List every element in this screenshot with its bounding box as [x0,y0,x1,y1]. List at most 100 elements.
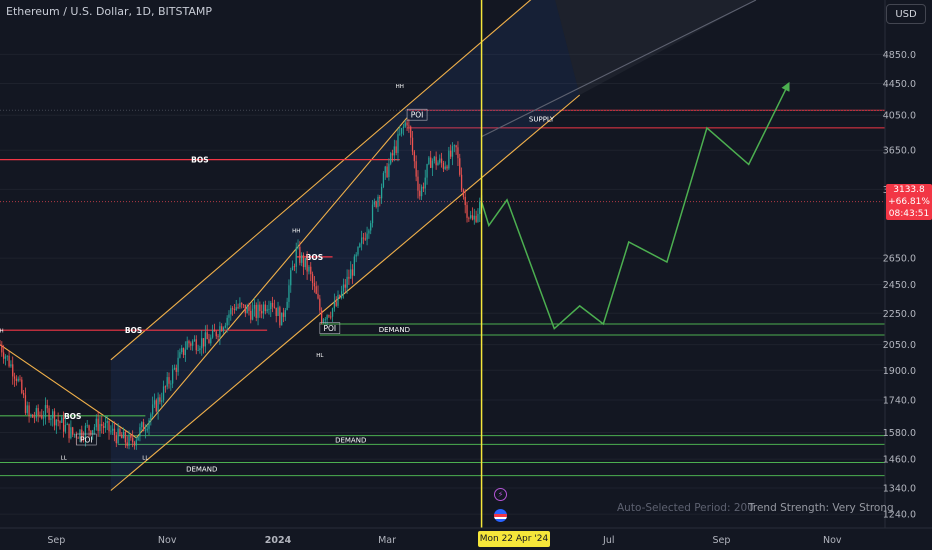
structure-label: POI [324,324,337,333]
candle-body [213,329,216,332]
channel-outer-line [481,0,757,138]
candle-body [293,266,296,268]
candle-body [464,196,466,206]
candle-body [66,423,68,425]
candle-body [373,201,375,205]
candle-body [159,397,161,402]
candle-body [150,414,152,421]
candle-body [360,237,363,244]
candle-body [172,369,174,384]
candle-body [70,427,72,439]
price-tick-label: 1740.0 [883,395,916,406]
candle-body [259,304,261,312]
structure-label: LL [61,455,68,461]
candle-body [55,419,57,426]
candle-body [208,339,210,344]
period-note: Auto-Selected Period: 200 [617,502,754,514]
candle-body [157,397,159,412]
candle-body [475,215,477,222]
channel-inner-trendline-line [135,117,408,439]
crosshair-date-label: Mon 22 Apr '24 [478,531,550,547]
candle-body [313,282,316,287]
candle-body [299,246,301,263]
candle-body [32,414,34,418]
currency-button[interactable]: USD [886,4,926,24]
candle-body [350,269,352,279]
candle-body [195,339,197,351]
candle-body [168,377,170,384]
candle-body [333,301,336,309]
candle-body [121,434,123,439]
candle-body [0,344,1,346]
trend-note: Trend Strength: Very Strong [748,502,894,514]
price-tick-label: 3650.0 [883,146,916,157]
chart-title: Ethereum / U.S. Dollar, 1D, BITSTAMP [6,5,212,18]
channel-extension-fill [555,0,756,95]
candle-body [211,329,214,338]
candle-body [231,308,234,310]
candle-body [331,308,334,317]
candle-body [366,233,368,240]
candle-body [250,310,252,320]
candle-body [228,314,230,318]
price-change: +66.81% [888,197,930,207]
candle-body [473,215,475,220]
candle-body [110,430,112,432]
candle-body [210,337,212,344]
candle-body [95,418,97,428]
candle-body [326,315,328,320]
candle-body [400,128,403,134]
candle-body [324,319,326,321]
candle-body [413,151,415,162]
candle-body [351,269,354,276]
candle-body [35,408,37,418]
bos-label: BOS [125,326,143,335]
bos-label: BOS [191,156,209,165]
price-tick-label: 1340.0 [883,483,916,494]
candle-body [255,304,257,318]
projection-path [480,81,790,330]
candle-body [286,301,288,311]
candle-body [328,315,330,317]
candle-body [344,284,346,288]
candle-body [290,270,292,286]
candle-body [106,420,108,424]
poi-box [76,433,97,446]
structure-label: POI [80,436,93,445]
bos-label: BOS [64,412,82,421]
candle-body [191,341,194,346]
candle-body [248,306,250,311]
candle-body [88,425,90,431]
candle-body [190,343,192,346]
candle-body [277,307,279,316]
candle-body [450,150,452,157]
candle-body [21,379,23,393]
candle-body [368,230,370,234]
candle-body [10,364,12,367]
candle-body [48,408,50,420]
last-price: 3133.8 [893,185,925,195]
candle-body [442,162,445,169]
candle-body [19,378,21,380]
candle-body [93,427,96,431]
time-tick-label: 2024 [265,535,292,546]
candle-body [199,348,201,351]
flag-icon[interactable] [494,509,507,522]
candle-body [4,356,7,359]
candle-body [122,431,125,439]
candle-body [17,378,19,381]
candle-body [219,326,221,337]
candle-body [355,254,357,257]
candle-body [448,150,450,169]
candle-body [308,266,310,272]
lightning-icon[interactable]: ⚡ [494,488,507,501]
candle-body [264,304,266,312]
candle-body [317,293,319,299]
candle-body [241,303,243,305]
price-tick-label: 2250.0 [883,309,916,320]
candle-body [457,147,459,159]
price-tick-label: 2450.0 [883,280,916,291]
